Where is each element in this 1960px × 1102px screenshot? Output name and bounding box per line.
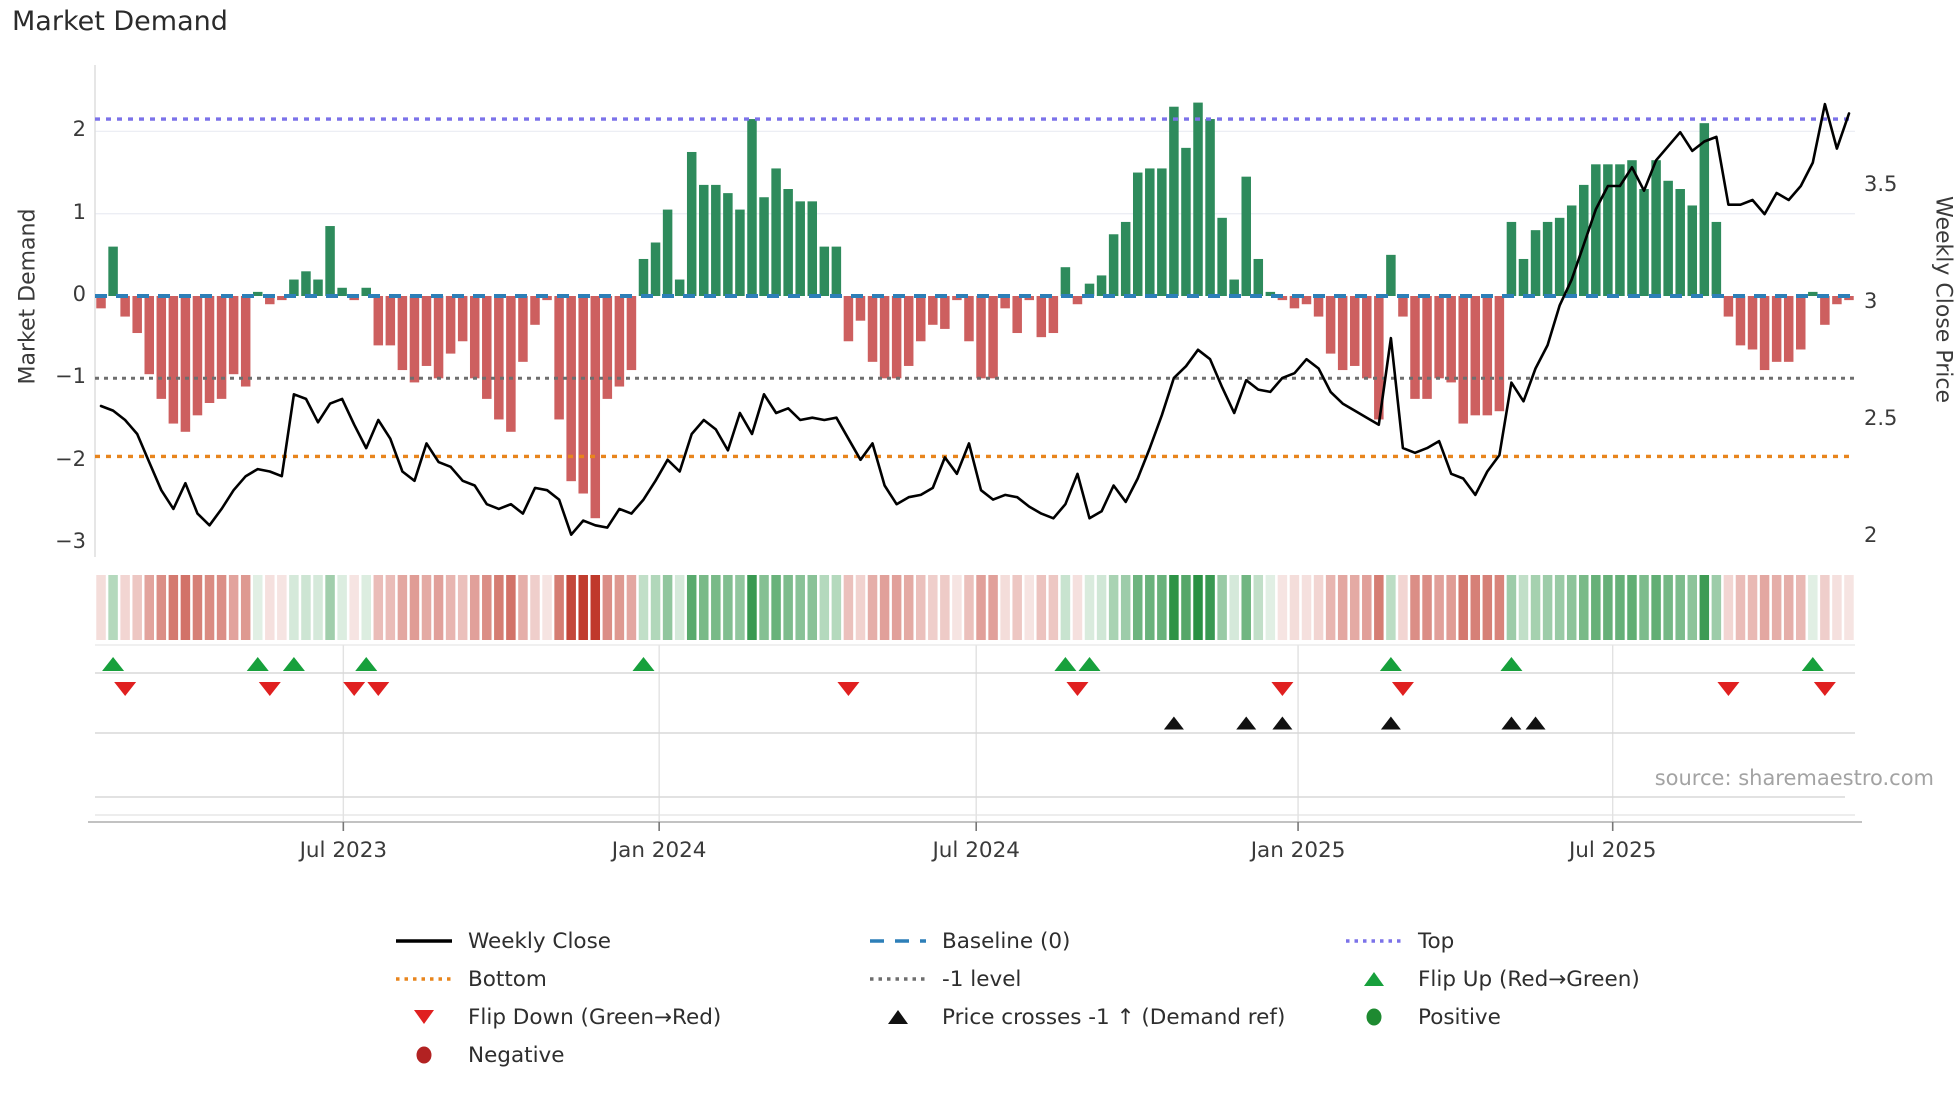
- legend-label: Top: [1418, 928, 1455, 954]
- reference-levels: [95, 117, 1855, 459]
- legend-item-weekly-close: Weekly Close: [394, 926, 611, 956]
- left-axis-tick--3: −3: [55, 528, 86, 553]
- legend-label: Bottom: [468, 966, 547, 992]
- triangle-up-swatch-icon: [868, 1006, 932, 1028]
- x-axis-tick: Jul 2023: [299, 838, 388, 863]
- right-axis-tick-2: 2: [1864, 523, 1878, 547]
- legend-item-1-level: -1 level: [868, 964, 1021, 994]
- weekly-close-line: [99, 102, 1851, 537]
- legend-label: Positive: [1418, 1004, 1501, 1030]
- legend-label: Price crosses -1 ↑ (Demand ref): [942, 1004, 1286, 1030]
- legend-item-baseline-0: Baseline (0): [868, 926, 1070, 956]
- flip-down-markers: [114, 682, 1836, 696]
- legend-item-negative: Negative: [394, 1040, 565, 1070]
- legend-label: Negative: [468, 1042, 565, 1068]
- x-axis-tick: Jul 2024: [932, 838, 1020, 863]
- line-dotted-swatch-icon: [394, 968, 458, 990]
- line-dashed-swatch-icon: [868, 930, 932, 952]
- legend-item-positive: Positive: [1344, 1002, 1501, 1032]
- legend-item-flip-up-red-green: Flip Up (Red→Green): [1344, 964, 1640, 994]
- legend-label: Flip Up (Red→Green): [1418, 966, 1640, 992]
- line-solid-swatch-icon: [394, 930, 458, 952]
- legend-label: Baseline (0): [942, 928, 1071, 954]
- legend-item-price-crosses-1-demand-ref: Price crosses -1 ↑ (Demand ref): [868, 1002, 1285, 1032]
- left-axis-tick-2: 2: [72, 117, 86, 142]
- right-axis-tick-3.5: 3.5: [1864, 172, 1898, 196]
- circle-swatch-icon: [1344, 1006, 1408, 1028]
- source-credit: source: sharemaestro.com: [1654, 766, 1934, 790]
- left-axis-tick--1: −1: [55, 364, 86, 389]
- right-axis-tick-3: 3: [1864, 289, 1878, 313]
- legend-label: Flip Down (Green→Red): [468, 1004, 722, 1030]
- x-axis-tick: Jul 2025: [1568, 838, 1657, 863]
- legend-item-flip-down-green-red: Flip Down (Green→Red): [394, 1002, 721, 1032]
- flip-up-markers: [102, 657, 1824, 671]
- legend-item-bottom: Bottom: [394, 964, 547, 994]
- line-dotted-swatch-icon: [868, 968, 932, 990]
- left-axis-tick--2: −2: [55, 446, 86, 471]
- triangle-up-swatch-icon: [1344, 968, 1408, 990]
- right-axis-tick-2.5: 2.5: [1864, 406, 1898, 430]
- x-axis-tick: Jan 2025: [1250, 838, 1346, 863]
- gridlines: [88, 65, 1862, 831]
- x-axis-tick: Jan 2024: [611, 838, 707, 863]
- page-title: Market Demand: [12, 6, 228, 37]
- triangle-down-swatch-icon: [394, 1006, 458, 1028]
- left-axis-tick-0: 0: [72, 282, 86, 306]
- line-dotted-swatch-icon: [1344, 930, 1408, 952]
- left-axis-tick-1: 1: [72, 199, 86, 224]
- legend-label: Weekly Close: [468, 928, 612, 954]
- right-axis-label: Weekly Close Price: [1930, 196, 1956, 403]
- legend-item-top: Top: [1344, 926, 1454, 956]
- price-cross-markers: [1163, 716, 1546, 730]
- demand-heatmap-strip: [96, 575, 1854, 640]
- demand-bars: [96, 102, 1854, 519]
- circle-swatch-icon: [394, 1044, 458, 1066]
- legend-label: -1 level: [942, 966, 1022, 992]
